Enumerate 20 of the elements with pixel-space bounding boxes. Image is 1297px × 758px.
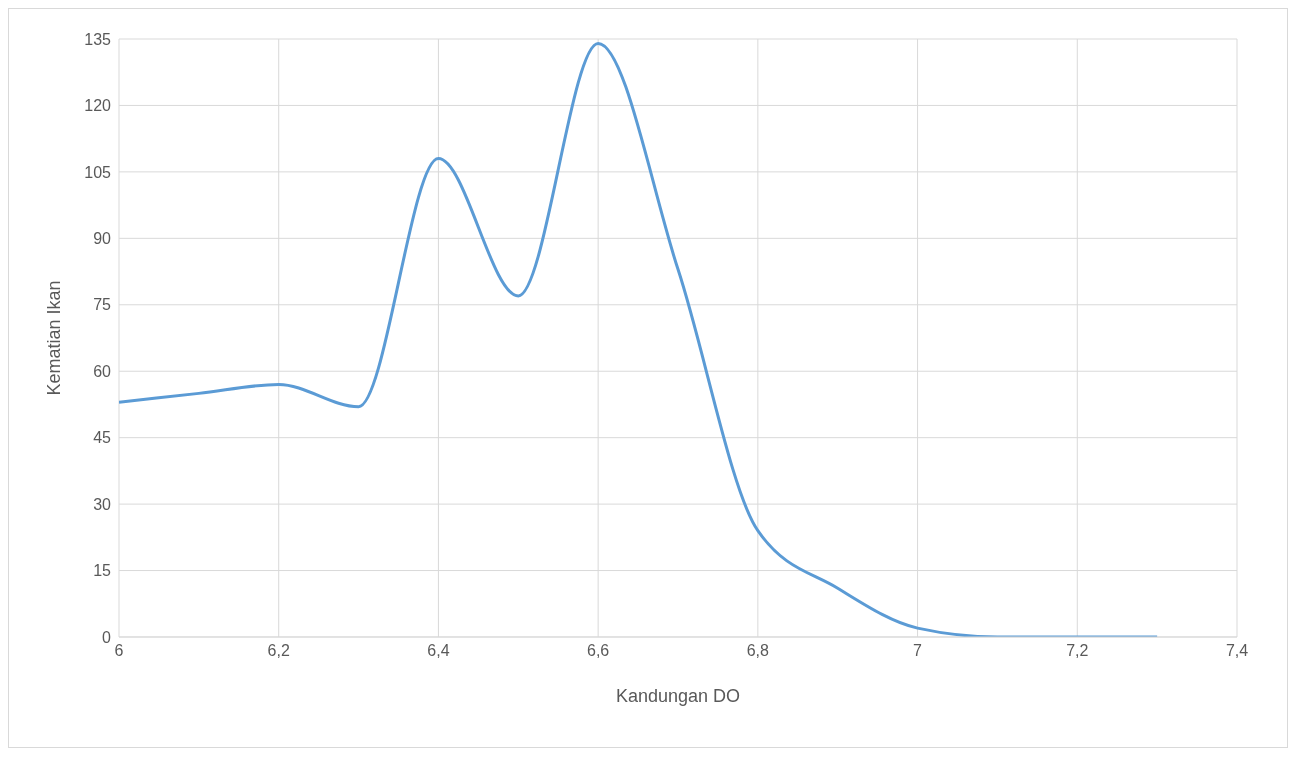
y-tick-label: 105: [84, 163, 112, 181]
y-tick-label: 120: [84, 97, 112, 115]
y-tick-label: 60: [93, 362, 112, 380]
x-tick-label: 6,6: [587, 642, 610, 660]
y-tick-label: 45: [93, 429, 112, 447]
y-tick-label: 135: [84, 30, 112, 48]
x-tick-label: 7,4: [1225, 642, 1249, 660]
y-axis-title: Kematian Ikan: [44, 280, 65, 396]
x-tick-label: 6: [114, 642, 124, 660]
x-tick-label: 6,4: [427, 642, 450, 660]
x-tick-label: 7,2: [1066, 642, 1089, 660]
y-tick-label: 90: [93, 230, 112, 248]
x-tick-label: 6,2: [267, 642, 290, 660]
x-tick-label: 6,8: [746, 642, 770, 660]
x-axis-title: Kandungan DO: [615, 686, 741, 706]
x-tick-label: 7: [913, 642, 923, 660]
y-tick-label: 15: [93, 562, 112, 580]
y-tick-label: 75: [93, 296, 112, 314]
y-tick-label: 30: [93, 495, 112, 513]
y-tick-label: 0: [102, 628, 112, 646]
